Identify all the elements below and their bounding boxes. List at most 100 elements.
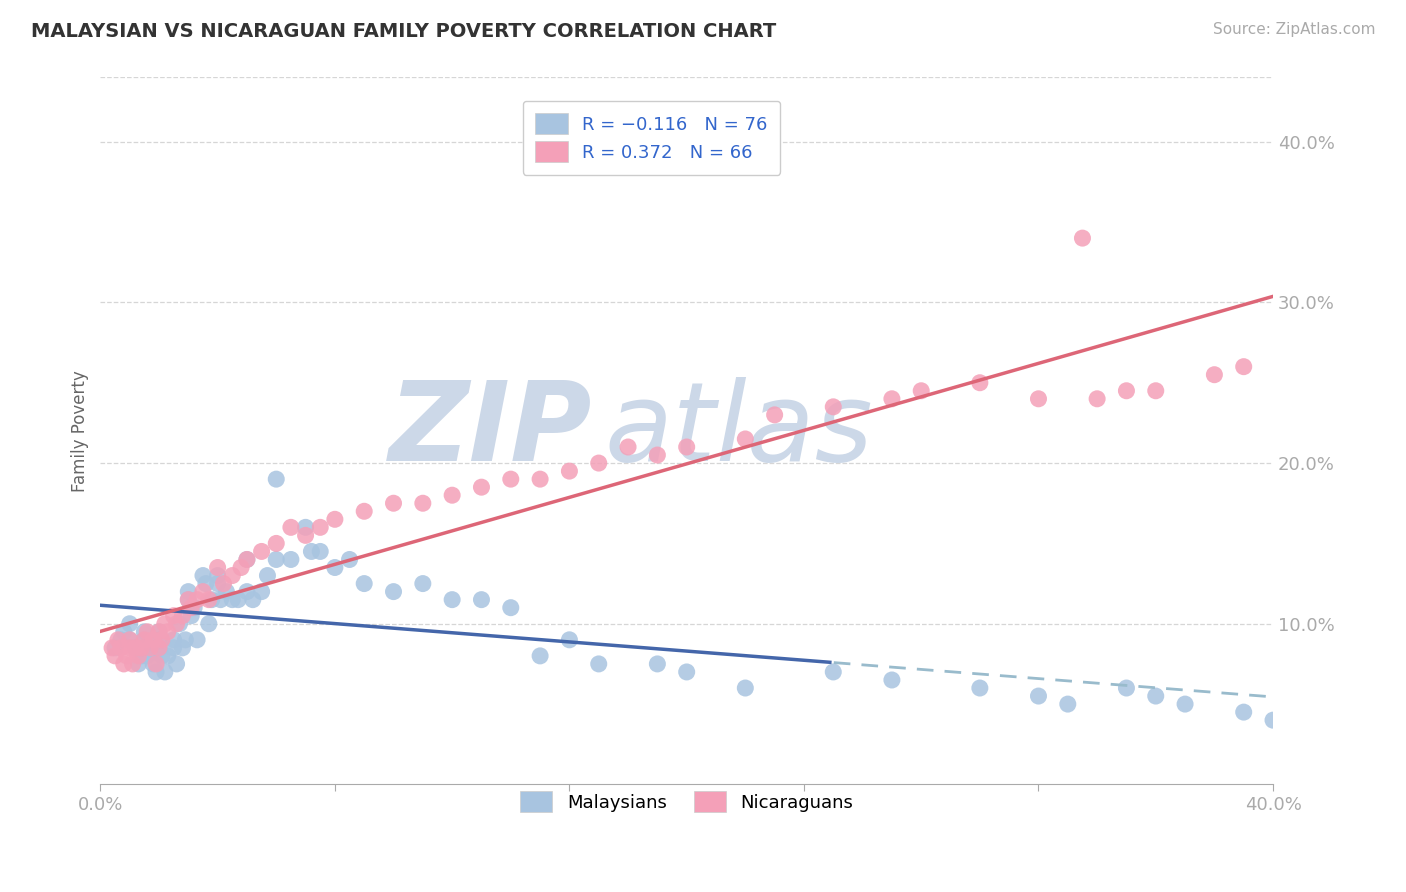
Point: [382, 584, 405, 599]
Point: [131, 640, 153, 655]
Point: [148, 624, 170, 639]
Point: [558, 464, 581, 478]
Point: [127, 657, 149, 671]
Point: [1115, 681, 1137, 695]
Point: [207, 568, 229, 582]
Point: [156, 624, 179, 639]
Point: [172, 640, 194, 655]
Point: [136, 648, 159, 663]
Point: [339, 552, 361, 566]
Point: [499, 600, 522, 615]
Point: [221, 592, 243, 607]
Point: [104, 648, 127, 663]
Point: [499, 472, 522, 486]
Point: [1144, 689, 1167, 703]
Point: [1115, 384, 1137, 398]
Point: [142, 657, 165, 671]
Point: [264, 536, 287, 550]
Point: [294, 528, 316, 542]
Point: [353, 576, 375, 591]
Point: [441, 592, 464, 607]
Point: [763, 408, 786, 422]
Point: [150, 648, 173, 663]
Point: [127, 648, 149, 663]
Point: [226, 592, 249, 607]
Point: [529, 648, 551, 663]
Point: [309, 520, 332, 534]
Point: [110, 640, 132, 655]
Point: [118, 632, 141, 647]
Point: [301, 544, 323, 558]
Point: [131, 648, 153, 663]
Point: [588, 657, 610, 671]
Point: [242, 592, 264, 607]
Point: [647, 657, 669, 671]
Point: [212, 576, 235, 591]
Point: [183, 600, 205, 615]
Text: ZIP: ZIP: [389, 377, 593, 484]
Point: [1261, 713, 1284, 727]
Point: [236, 552, 259, 566]
Point: [118, 640, 141, 655]
Point: [148, 624, 170, 639]
Point: [163, 640, 186, 655]
Point: [148, 640, 170, 655]
Point: [148, 640, 170, 655]
Point: [470, 592, 492, 607]
Point: [675, 440, 697, 454]
Point: [150, 632, 173, 647]
Point: [104, 640, 127, 655]
Point: [280, 520, 302, 534]
Point: [221, 568, 243, 582]
Point: [142, 632, 165, 647]
Point: [139, 640, 162, 655]
Point: [323, 560, 346, 574]
Point: [1056, 697, 1078, 711]
Point: [309, 544, 332, 558]
Point: [207, 560, 229, 574]
Point: [280, 552, 302, 566]
Point: [110, 632, 132, 647]
Point: [174, 632, 197, 647]
Point: [156, 648, 179, 663]
Point: [1233, 359, 1256, 374]
Point: [198, 592, 221, 607]
Point: [1204, 368, 1226, 382]
Point: [118, 632, 141, 647]
Point: [134, 632, 156, 647]
Point: [1071, 231, 1094, 245]
Point: [177, 592, 200, 607]
Point: [215, 584, 238, 599]
Point: [148, 632, 170, 647]
Point: [353, 504, 375, 518]
Point: [588, 456, 610, 470]
Point: [112, 657, 135, 671]
Point: [229, 560, 252, 574]
Point: [163, 632, 186, 647]
Point: [201, 592, 224, 607]
Point: [166, 657, 188, 671]
Point: [529, 472, 551, 486]
Point: [256, 568, 278, 582]
Point: [172, 608, 194, 623]
Point: [209, 592, 232, 607]
Point: [177, 584, 200, 599]
Point: [323, 512, 346, 526]
Point: [166, 616, 188, 631]
Point: [1174, 697, 1197, 711]
Point: [910, 384, 932, 398]
Point: [250, 584, 273, 599]
Point: [145, 657, 167, 671]
Point: [236, 552, 259, 566]
Point: [139, 640, 162, 655]
Point: [1085, 392, 1108, 406]
Point: [823, 665, 845, 679]
Point: [124, 640, 146, 655]
Point: [470, 480, 492, 494]
Point: [107, 632, 129, 647]
Point: [1233, 705, 1256, 719]
Point: [115, 648, 138, 663]
Point: [118, 616, 141, 631]
Point: [177, 592, 200, 607]
Point: [186, 632, 208, 647]
